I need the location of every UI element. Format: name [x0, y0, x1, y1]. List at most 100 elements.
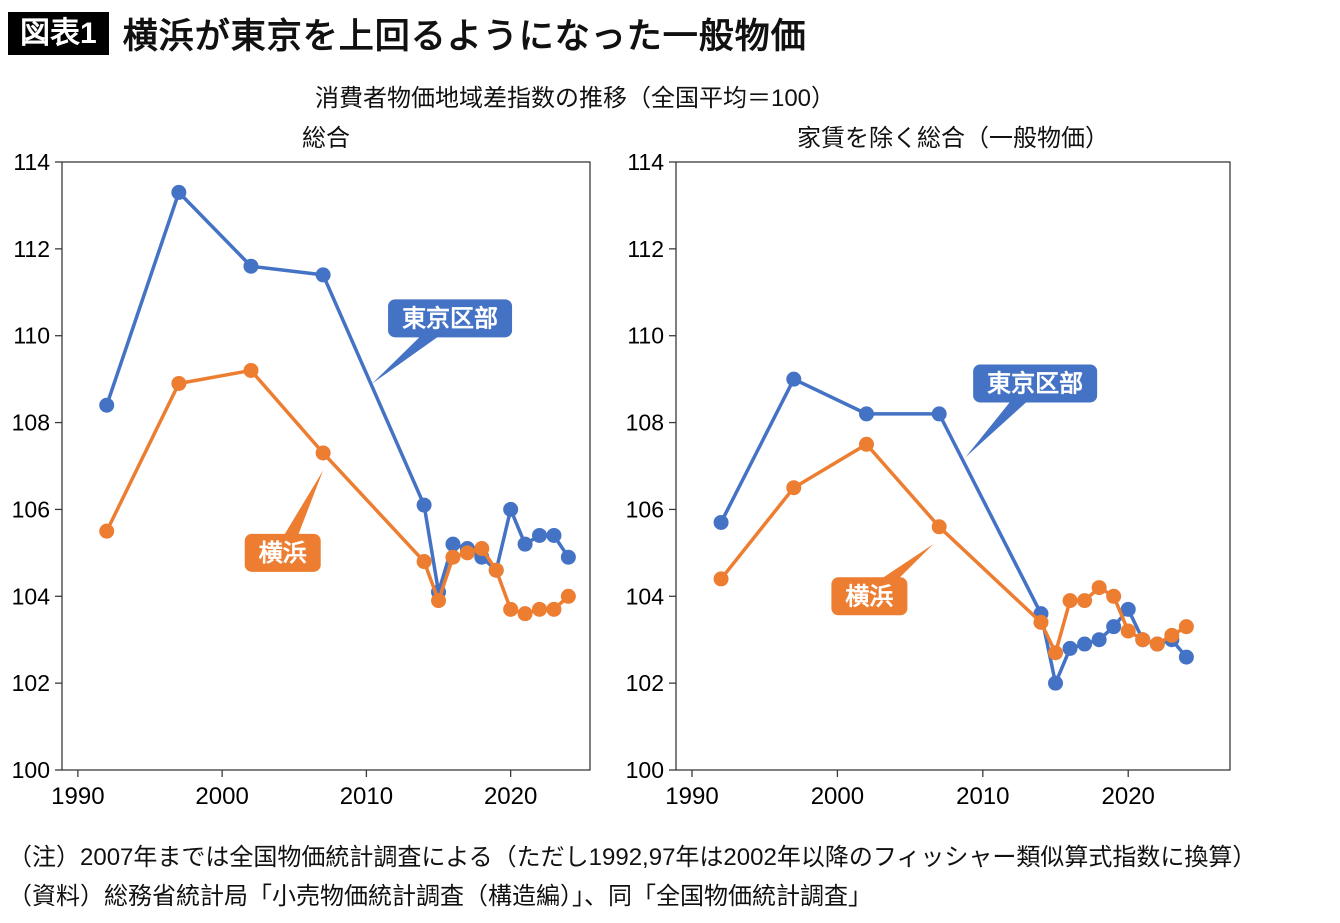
figure-title: 横浜が東京を上回るようになった一般物価 [122, 17, 807, 56]
y-tick-label: 104 [626, 583, 665, 609]
data-point-marker [1062, 593, 1078, 609]
data-point-marker [431, 593, 447, 609]
data-point-marker [503, 501, 519, 517]
data-point-marker [560, 588, 576, 604]
data-point-marker [1091, 632, 1107, 648]
series-callout-label: 横浜 [845, 582, 893, 610]
series-callout-label: 東京区部 [987, 369, 1083, 397]
data-point-marker [560, 549, 576, 565]
data-point-marker [1149, 636, 1165, 652]
data-point-marker [1091, 580, 1107, 596]
x-tick-label: 1990 [51, 783, 104, 810]
data-point-marker [315, 445, 331, 461]
y-tick-label: 114 [13, 150, 50, 175]
data-point-marker [416, 554, 432, 570]
series-callout [831, 577, 908, 616]
data-point-marker [1178, 649, 1194, 665]
data-point-marker [99, 523, 115, 539]
data-point-marker [1062, 640, 1078, 656]
data-point-marker [546, 527, 562, 543]
y-tick-label: 108 [626, 410, 664, 436]
y-tick-label: 114 [627, 150, 664, 175]
series-callout-label: 東京区部 [402, 304, 498, 332]
series-callout [973, 364, 1098, 403]
data-point-marker [517, 606, 533, 622]
data-point-marker [786, 480, 802, 496]
data-point-marker [1135, 632, 1151, 648]
series-callout-label: 横浜 [259, 539, 307, 567]
data-point-marker [488, 562, 504, 578]
data-point-marker [1164, 627, 1180, 643]
data-point-marker [1178, 619, 1194, 635]
y-tick-label: 110 [627, 323, 664, 349]
data-point-marker [1120, 601, 1136, 617]
data-point-marker [243, 362, 259, 378]
figure-subtitle: 消費者物価地域差指数の推移（全国平均＝100） [314, 85, 836, 112]
x-tick-label: 2000 [811, 783, 864, 810]
data-point-marker [416, 497, 432, 513]
y-tick-label: 110 [13, 323, 50, 349]
chart-title-overall: 総合 [302, 125, 350, 152]
plot-frame [61, 161, 591, 771]
figure-header: 図表1 横浜が東京を上回るようになった一般物価 [8, 8, 807, 59]
y-tick-label: 106 [12, 496, 50, 522]
data-point-marker [1048, 645, 1064, 661]
data-point-marker [503, 601, 519, 617]
x-tick-label: 2020 [1102, 783, 1155, 810]
y-tick-label: 106 [626, 496, 664, 522]
series-line [104, 368, 571, 616]
data-point-marker [546, 601, 562, 617]
figure-number-badge: 図表1 [8, 12, 109, 55]
x-tick-label: 2010 [956, 783, 1009, 810]
data-point-marker [1106, 619, 1122, 635]
data-point-marker [1106, 588, 1122, 604]
data-point-marker [243, 258, 259, 274]
line-chart-overall: 100 102 104 106 108 110 112 114 1990 2000 2010 2020… [12, 150, 591, 810]
data-point-marker [1077, 636, 1093, 652]
chart-title-ex-rent: 家賃を除く総合（一般物価） [797, 125, 1109, 152]
y-tick-label: 112 [627, 236, 664, 262]
data-point-marker [786, 371, 802, 387]
y-tick-label: 102 [626, 670, 664, 696]
note-text: （注）2007年までは全国物価統計調査による（ただし1992,97年は2002年… [8, 844, 1257, 871]
y-tick-label: 104 [12, 583, 51, 609]
y-tick-label: 108 [12, 410, 50, 436]
data-point-marker [445, 536, 461, 552]
y-tick-label: 102 [12, 670, 50, 696]
plot-frame [675, 161, 1231, 771]
source-text: （資料）総務省統計局「小売物価統計調査（構造編）」、同「全国物価統計調査」 [8, 883, 872, 910]
chart-panel-ex-rent: 家賃を除く総合（一般物価） 100 102 104 106 108 110 112 114 19… [606, 118, 1246, 815]
data-point-marker [931, 519, 947, 535]
data-point-marker [713, 514, 729, 530]
x-tick-label: 2010 [340, 783, 393, 810]
series-line [719, 377, 1189, 685]
x-tick-label: 2020 [484, 783, 537, 810]
data-point-marker [445, 549, 461, 565]
chart-panel-overall: 総合 100 102 104 106 108 110 112 114 1990 2000 2010 2… [0, 118, 600, 815]
data-point-marker [1120, 623, 1136, 639]
data-point-marker [459, 545, 475, 561]
data-point-marker [858, 406, 874, 422]
data-point-marker [315, 267, 331, 283]
data-point-marker [931, 406, 947, 422]
data-point-marker [474, 541, 490, 557]
series-callout [244, 533, 321, 572]
data-point-marker [713, 571, 729, 587]
y-tick-label: 100 [626, 757, 664, 783]
data-point-marker [171, 375, 187, 391]
x-tick-label: 1990 [665, 783, 718, 810]
line-chart-ex-rent: 100 102 104 106 108 110 112 114 1990 2000 2010 2020… [626, 150, 1231, 810]
data-point-marker [1077, 593, 1093, 609]
data-point-marker [1033, 614, 1049, 630]
data-point-marker [532, 527, 548, 543]
x-tick-label: 2000 [195, 783, 248, 810]
data-point-marker [1048, 675, 1064, 691]
y-tick-label: 112 [13, 236, 50, 262]
data-point-marker [858, 436, 874, 452]
data-point-marker [517, 536, 533, 552]
data-point-marker [99, 397, 115, 413]
figure-notes: （注）2007年までは全国物価統計調査による（ただし1992,97年は2002年… [8, 838, 1338, 916]
data-point-marker [532, 601, 548, 617]
series-callout [388, 299, 513, 338]
